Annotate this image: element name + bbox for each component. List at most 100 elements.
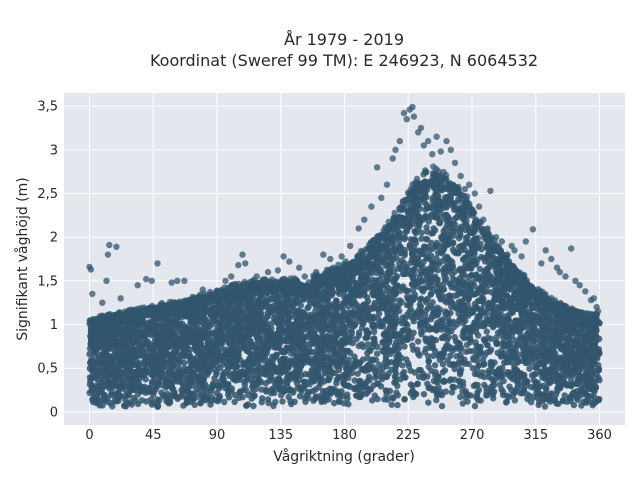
data-point xyxy=(100,383,107,390)
data-point xyxy=(448,344,455,352)
data-point xyxy=(422,345,430,352)
data-point xyxy=(324,353,332,360)
data-point xyxy=(442,388,450,395)
data-point xyxy=(397,233,404,241)
data-point xyxy=(352,357,359,365)
data-point xyxy=(455,289,463,297)
data-point xyxy=(250,393,258,400)
data-point xyxy=(384,396,391,403)
data-point xyxy=(451,220,458,228)
data-point xyxy=(433,396,440,404)
data-point xyxy=(500,335,507,342)
data-point xyxy=(474,389,481,397)
data-point xyxy=(437,388,444,395)
data-point xyxy=(245,331,252,338)
data-point xyxy=(132,397,139,404)
data-point xyxy=(591,398,599,405)
data-point xyxy=(480,321,487,329)
data-point xyxy=(473,328,480,336)
data-point xyxy=(526,365,533,372)
data-point xyxy=(316,325,323,332)
data-point xyxy=(221,398,228,406)
data-point xyxy=(296,393,304,400)
data-point xyxy=(440,280,447,288)
data-point xyxy=(409,286,417,293)
data-point xyxy=(109,403,116,410)
data-point xyxy=(128,401,135,408)
data-point xyxy=(447,228,454,235)
data-point xyxy=(404,287,412,295)
chart-subtitle: Koordinat (Sweref 99 TM): E 246923, N 60… xyxy=(150,51,538,70)
data-point xyxy=(349,339,356,347)
data-point xyxy=(148,378,156,385)
data-point xyxy=(457,369,464,376)
data-point xyxy=(401,373,408,381)
data-point xyxy=(438,402,446,410)
data-point xyxy=(405,363,413,370)
data-point xyxy=(459,400,466,407)
data-point xyxy=(245,391,252,398)
data-point xyxy=(397,338,405,346)
data-point xyxy=(101,396,108,404)
data-point xyxy=(416,352,423,359)
data-point xyxy=(143,368,150,375)
data-point xyxy=(258,399,265,406)
data-point xyxy=(414,346,421,353)
data-point xyxy=(499,391,507,399)
data-point xyxy=(207,401,214,408)
data-point xyxy=(155,378,162,385)
data-point xyxy=(340,400,348,407)
data-point xyxy=(401,246,409,254)
data-point xyxy=(390,395,397,402)
data-point xyxy=(351,377,358,384)
data-point xyxy=(98,377,105,384)
data-point xyxy=(371,392,378,399)
data-point xyxy=(363,294,371,301)
data-point xyxy=(371,335,378,342)
data-point xyxy=(454,344,461,351)
chart-title: År 1979 - 2019 xyxy=(284,30,404,49)
data-point xyxy=(208,394,215,401)
data-point xyxy=(590,393,598,400)
data-point xyxy=(409,342,416,349)
data-point xyxy=(436,220,443,227)
data-point xyxy=(393,389,400,396)
data-point xyxy=(478,253,485,261)
data-point xyxy=(402,320,409,327)
data-point xyxy=(414,338,422,345)
data-point xyxy=(418,235,425,242)
data-point xyxy=(355,329,363,336)
data-point xyxy=(225,394,233,401)
data-point xyxy=(506,383,513,390)
data-point xyxy=(399,362,406,369)
data-point xyxy=(231,398,238,406)
data-point xyxy=(258,296,265,303)
data-point xyxy=(425,399,432,406)
data-point xyxy=(541,403,549,410)
data-point xyxy=(406,308,413,315)
data-point xyxy=(420,391,428,398)
data-points xyxy=(86,103,603,410)
data-point xyxy=(407,381,414,388)
data-point xyxy=(351,314,359,322)
data-point xyxy=(310,378,317,385)
data-point xyxy=(369,397,376,404)
data-point xyxy=(403,228,411,235)
data-point xyxy=(388,401,395,408)
data-point xyxy=(442,311,449,318)
data-point xyxy=(427,291,434,298)
data-point xyxy=(399,314,407,321)
data-point xyxy=(471,402,479,410)
data-point xyxy=(479,369,486,376)
data-point xyxy=(441,367,449,374)
data-point xyxy=(213,369,220,376)
data-point xyxy=(394,401,401,409)
data-point xyxy=(451,334,458,341)
data-point xyxy=(376,361,383,368)
data-point xyxy=(239,394,246,401)
data-point xyxy=(422,235,430,243)
data-point xyxy=(354,370,361,377)
data-point xyxy=(279,398,286,405)
data-point xyxy=(420,258,427,266)
data-point xyxy=(346,335,353,342)
